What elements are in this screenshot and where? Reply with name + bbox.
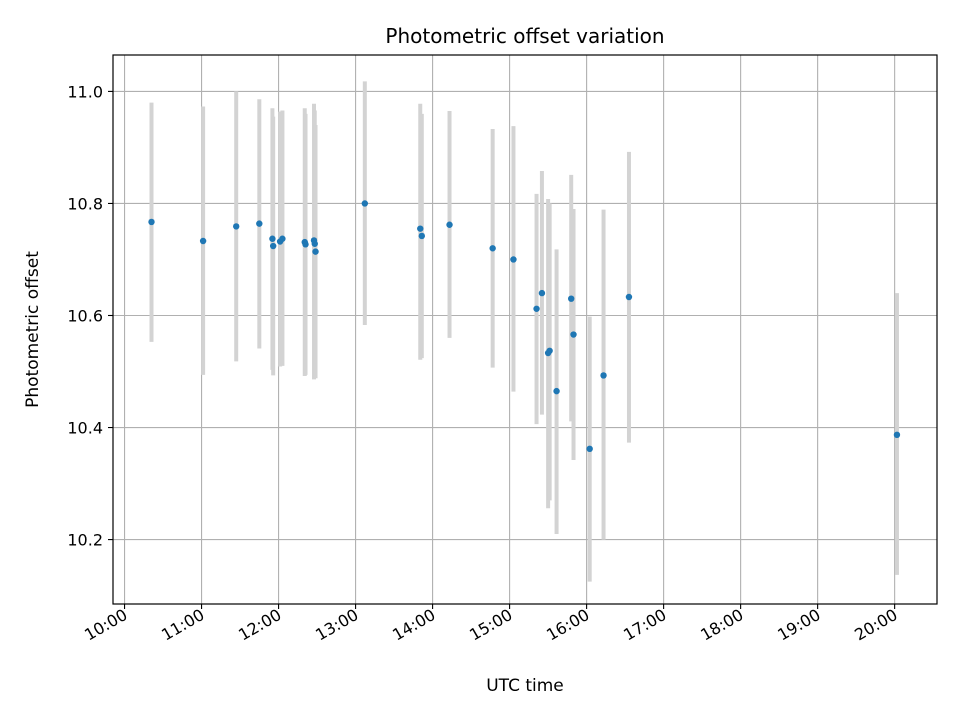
data-point	[625, 293, 633, 301]
data-point	[533, 305, 540, 312]
data-point	[311, 240, 318, 247]
data-point	[361, 200, 369, 207]
data-point	[446, 221, 453, 228]
y-tick-label: 10.8	[67, 194, 103, 213]
data-point	[510, 256, 517, 263]
data-point	[148, 218, 155, 226]
data-point	[269, 242, 277, 250]
data-point	[893, 431, 901, 439]
y-tick-label: 10.2	[67, 531, 103, 550]
data-point	[553, 387, 560, 395]
data-point	[269, 235, 276, 242]
data-point	[546, 347, 553, 354]
data-point	[568, 295, 575, 302]
data-point	[312, 248, 319, 255]
x-axis-label: UTC time	[486, 676, 564, 696]
plot-frame	[112, 54, 938, 605]
y-axis-label: Photometric offset	[23, 251, 43, 408]
data-point	[600, 372, 607, 379]
chart-title: Photometric offset variation	[385, 24, 664, 48]
data-point	[199, 237, 207, 245]
data-points	[148, 200, 901, 453]
data-point	[302, 241, 309, 248]
data-point	[417, 225, 424, 232]
data-point	[570, 331, 577, 338]
data-point	[256, 220, 263, 227]
data-point	[233, 223, 240, 230]
y-tick-label: 11.0	[67, 82, 103, 101]
y-axis-ticks: 10.2 10.4 10.6 10.8 11.0	[67, 82, 113, 550]
data-point	[418, 232, 426, 240]
data-point	[586, 445, 593, 453]
data-point	[279, 235, 286, 242]
data-point	[538, 289, 546, 297]
y-tick-label: 10.4	[67, 419, 103, 438]
data-point	[489, 245, 496, 252]
y-tick-label: 10.6	[67, 306, 103, 325]
